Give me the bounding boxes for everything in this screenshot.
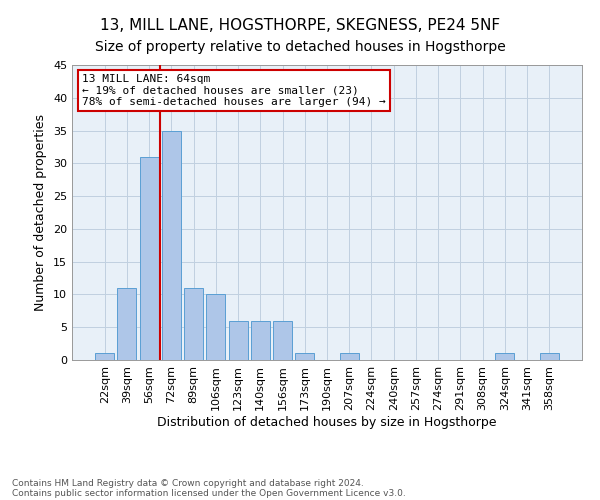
- Bar: [295, 354, 314, 360]
- Bar: [229, 320, 248, 360]
- Bar: [340, 354, 359, 360]
- Bar: [496, 354, 514, 360]
- Bar: [540, 354, 559, 360]
- X-axis label: Distribution of detached houses by size in Hogsthorpe: Distribution of detached houses by size …: [157, 416, 497, 428]
- Bar: [251, 320, 270, 360]
- Text: Size of property relative to detached houses in Hogsthorpe: Size of property relative to detached ho…: [95, 40, 505, 54]
- Bar: [162, 130, 181, 360]
- Bar: [95, 354, 114, 360]
- Text: 13 MILL LANE: 64sqm
← 19% of detached houses are smaller (23)
78% of semi-detach: 13 MILL LANE: 64sqm ← 19% of detached ho…: [82, 74, 386, 107]
- Text: Contains HM Land Registry data © Crown copyright and database right 2024.: Contains HM Land Registry data © Crown c…: [12, 478, 364, 488]
- Bar: [118, 288, 136, 360]
- Y-axis label: Number of detached properties: Number of detached properties: [34, 114, 47, 311]
- Bar: [184, 288, 203, 360]
- Text: Contains public sector information licensed under the Open Government Licence v3: Contains public sector information licen…: [12, 488, 406, 498]
- Text: 13, MILL LANE, HOGSTHORPE, SKEGNESS, PE24 5NF: 13, MILL LANE, HOGSTHORPE, SKEGNESS, PE2…: [100, 18, 500, 32]
- Bar: [206, 294, 225, 360]
- Bar: [273, 320, 292, 360]
- Bar: [140, 157, 158, 360]
